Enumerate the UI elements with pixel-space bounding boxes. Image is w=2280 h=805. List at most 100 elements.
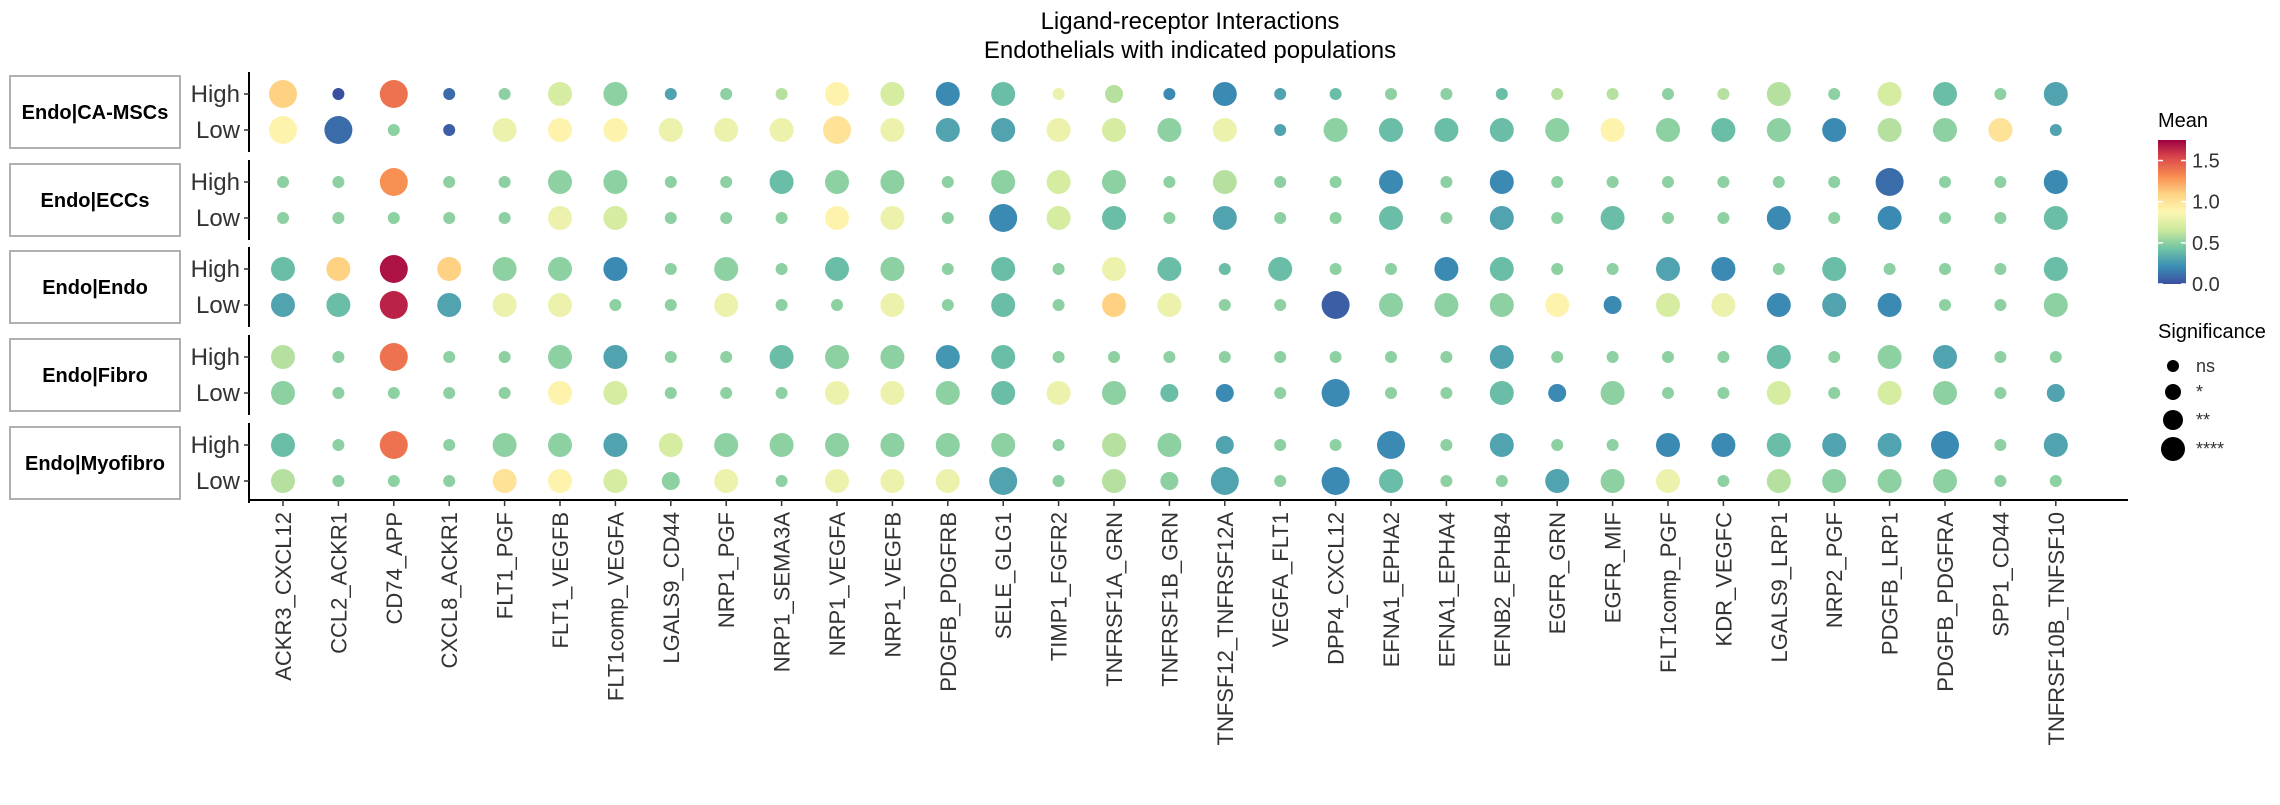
dot-PDGFB_LRP1: [1877, 469, 1902, 493]
dot-NRP2_PGF: [1828, 387, 1841, 399]
dot-EFNB2_EPHB4: [1489, 170, 1514, 194]
panel-strip: [9, 250, 181, 324]
dot-CD74_APP: [387, 212, 400, 224]
dot-PDGFB_PDGFRB: [941, 212, 954, 224]
dot-TNFRSF1A_GRN: [1102, 433, 1126, 457]
dot-PDGFB_PDGFRB: [941, 176, 954, 188]
x-tick-label: KDR_VEGFC: [1711, 512, 1736, 647]
dot-CD74_APP: [379, 80, 408, 108]
dot-TIMP1_FGFR2: [1046, 118, 1071, 142]
dot-NRP1_SEMA3A: [769, 118, 794, 142]
dot-PDGFB_PDGFRA: [1939, 176, 1951, 188]
dot-NRP1_PGF: [714, 469, 739, 493]
x-tick-label: FLT1_PGF: [493, 512, 518, 619]
dot-EFNB2_EPHB4: [1495, 88, 1508, 100]
dot-NRP1_VEGFA: [825, 257, 849, 281]
dot-CD74_APP: [387, 387, 400, 399]
x-tick-label: PDGFB_PDGFRA: [1933, 512, 1958, 692]
dot-EFNA1_EPHA2: [1379, 170, 1403, 194]
dot-LGALS9_CD44: [661, 472, 680, 490]
dot-EFNA1_EPHA2: [1379, 293, 1403, 317]
dot-EFNA1_EPHA2: [1379, 469, 1403, 493]
dot-FLT1comp_VEGFA: [603, 257, 628, 281]
dot-SELE_GLG1: [991, 82, 1016, 106]
panel-strip: [9, 338, 181, 412]
row-tick-label: Low: [196, 380, 241, 407]
x-tick-label: EFNA1_EPHA2: [1379, 512, 1404, 667]
dot-TNFSF12_TNFRSF12A: [1215, 436, 1234, 454]
dot-NRP1_VEGFA: [825, 469, 849, 493]
dot-VEGFA_FLT1: [1274, 351, 1287, 363]
dot-EFNA1_EPHA2: [1377, 431, 1405, 459]
dot-SELE_GLG1: [989, 204, 1018, 232]
dot-EFNB2_EPHB4: [1489, 381, 1514, 405]
dot-TNFRSF1B_GRN: [1157, 433, 1182, 457]
dot-SPP1_CD44: [1994, 439, 2007, 451]
row-tick-label: High: [191, 81, 240, 108]
dot-PDGFB_PDGFRB: [935, 345, 960, 369]
dot-TNFRSF10B_TNFSF10: [2049, 124, 2062, 136]
dot-TNFRSF1A_GRN: [1102, 206, 1126, 230]
dot-PDGFB_PDGFRB: [941, 263, 954, 275]
dot-LGALS9_CD44: [658, 433, 683, 457]
dot-PDGFB_LRP1: [1877, 206, 1902, 230]
dot-VEGFA_FLT1: [1274, 176, 1287, 188]
dot-VEGFA_FLT1: [1274, 212, 1287, 224]
x-tick-label: CXCL8_ACKR1: [437, 512, 462, 669]
dot-EFNA1_EPHA4: [1440, 439, 1453, 451]
x-tick-label: TNFRSF10B_TNFSF10: [2044, 512, 2069, 746]
dot-CXCL8_ACKR1: [443, 475, 456, 487]
dot-NRP1_VEGFA: [831, 299, 843, 311]
row-tick-label: Low: [196, 117, 241, 144]
dot-PDGFB_PDGFRA: [1933, 82, 1957, 106]
dot-PDGFB_PDGFRA: [1933, 381, 1957, 405]
dot-ACKR3_CXCL12: [271, 433, 295, 457]
dot-ACKR3_CXCL12: [269, 80, 297, 108]
color-legend-title: Mean: [2158, 110, 2208, 132]
dot-NRP1_VEGFB: [880, 469, 905, 493]
dot-EGFR_MIF: [1600, 206, 1625, 230]
dot-SELE_GLG1: [991, 118, 1016, 142]
dot-DPP4_CXCL12: [1321, 291, 1350, 319]
color-bar: [2158, 140, 2186, 284]
dot-TNFRSF1B_GRN: [1163, 212, 1176, 224]
dot-FLT1_VEGFB: [548, 381, 572, 405]
dot-FLT1_VEGFB: [548, 82, 572, 106]
x-tick-label: FLT1comp_PGF: [1656, 512, 1681, 673]
dot-ACKR3_CXCL12: [271, 293, 295, 317]
dot-CD74_APP: [379, 343, 408, 371]
row-tick-label: High: [191, 344, 240, 371]
x-tick-label: NRP2_PGF: [1822, 512, 1847, 628]
dot-FLT1_PGF: [498, 212, 511, 224]
dot-NRP1_PGF: [714, 433, 739, 457]
dot-TNFRSF1A_GRN: [1108, 351, 1120, 363]
dot-LGALS9_LRP1: [1766, 118, 1791, 142]
x-tick-label: EGFR_MIF: [1601, 512, 1626, 623]
dot-CCL2_ACKR1: [326, 293, 351, 317]
dot-TNFRSF1A_GRN: [1102, 170, 1126, 194]
dot-KDR_VEGFC: [1717, 176, 1730, 188]
axes-layer: High Low High Low High Low High Low High Low: [191, 72, 2128, 506]
dot-TNFRSF1A_GRN: [1105, 85, 1123, 103]
dot-EFNA1_EPHA4: [1440, 387, 1453, 399]
dot-TNFSF12_TNFRSF12A: [1210, 467, 1239, 495]
dot-TIMP1_FGFR2: [1052, 263, 1065, 275]
dot-TIMP1_FGFR2: [1052, 439, 1065, 451]
dot-TNFRSF1A_GRN: [1102, 469, 1126, 493]
x-tick-label: TNFSF12_TNFRSF12A: [1213, 512, 1238, 746]
color-bar-tick-label: 1.0: [2192, 192, 2220, 214]
dot-PDGFB_PDGFRA: [1933, 345, 1957, 369]
dot-SPP1_CD44: [1994, 176, 2007, 188]
dot-EGFR_GRN: [1545, 469, 1570, 493]
dot-SELE_GLG1: [991, 170, 1016, 194]
row-tick-label: High: [191, 169, 240, 196]
dot-EFNB2_EPHB4: [1489, 257, 1514, 281]
dot-SELE_GLG1: [991, 257, 1016, 281]
dot-FLT1_PGF: [498, 351, 511, 363]
dot-FLT1comp_PGF: [1662, 88, 1674, 100]
dot-FLT1_PGF: [492, 469, 517, 493]
dot-EGFR_MIF: [1606, 351, 1619, 363]
dot-EGFR_MIF: [1606, 176, 1619, 188]
dot-KDR_VEGFC: [1711, 433, 1736, 457]
dot-CD74_APP: [387, 475, 400, 487]
